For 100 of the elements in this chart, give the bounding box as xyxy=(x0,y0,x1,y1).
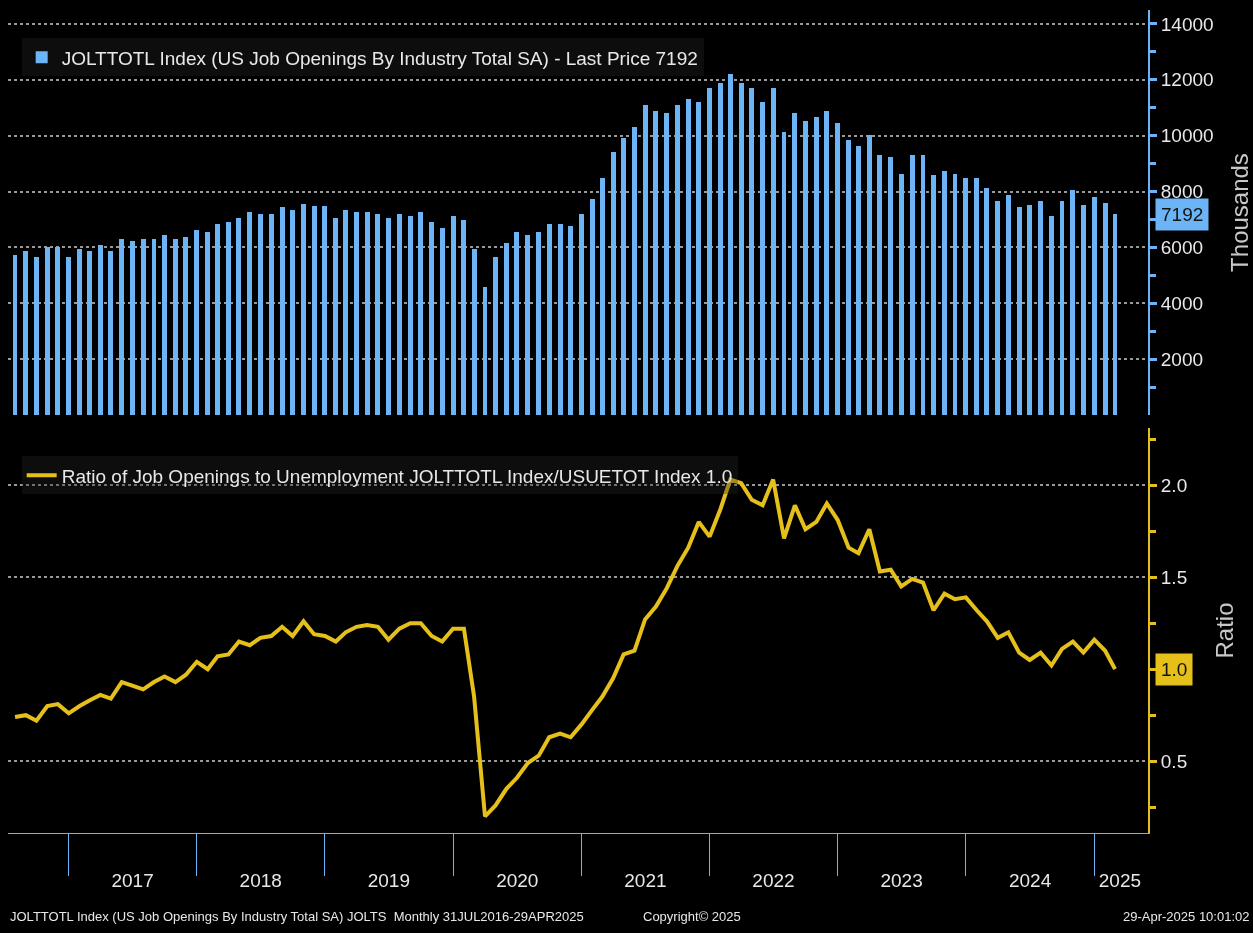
text: Copyright© 2025 xyxy=(643,909,741,924)
y-tick-label: 1.5 xyxy=(1160,566,1188,588)
y-tick-label: 12000 xyxy=(1160,69,1214,91)
bar xyxy=(55,247,61,415)
bar xyxy=(77,248,83,415)
bar xyxy=(909,154,915,415)
bar xyxy=(1070,190,1076,415)
x-tick-label: 2017 xyxy=(111,869,154,891)
bar xyxy=(931,175,936,415)
x-tick-label: 2021 xyxy=(624,869,667,891)
bar xyxy=(525,234,531,415)
bar xyxy=(450,215,456,415)
bar xyxy=(205,232,211,415)
bar xyxy=(685,99,691,415)
bar xyxy=(621,138,627,415)
y-tick-label: 10000 xyxy=(1160,125,1214,147)
bar xyxy=(1102,203,1108,415)
bar xyxy=(375,213,381,415)
bar xyxy=(461,220,467,415)
y-tick-label: 14000 xyxy=(1160,13,1214,35)
bar xyxy=(963,177,969,415)
bar xyxy=(322,205,328,415)
bar xyxy=(183,236,189,415)
bar xyxy=(290,209,296,415)
bar xyxy=(760,102,766,415)
legend-label: JOLTTOTL Index (US Job Openings By Industry Total SA) - Last Price 7192 xyxy=(61,47,698,69)
bar xyxy=(119,238,125,415)
bar xyxy=(995,200,1001,415)
bar xyxy=(418,211,424,415)
x-tick-label: 2022 xyxy=(752,869,795,891)
bar xyxy=(653,110,659,415)
bar xyxy=(770,88,776,415)
bar xyxy=(610,152,616,415)
x-tick-label: 2019 xyxy=(367,869,410,891)
y-tick-label: 2.0 xyxy=(1160,474,1188,496)
bar xyxy=(225,221,231,415)
bar xyxy=(642,104,648,415)
x-tick-label: 2024 xyxy=(1008,869,1052,891)
bar xyxy=(162,234,167,415)
text: JOLTTOTL Index (US Job Openings By Industry Total SA) JOLTS Monthly 31JUL2016-29APR2025 xyxy=(10,909,584,924)
bar xyxy=(33,257,39,415)
bar xyxy=(568,225,574,415)
y-tick-label: 6000 xyxy=(1160,237,1204,259)
text: 7192 xyxy=(1161,204,1204,225)
bar xyxy=(354,211,359,415)
bar xyxy=(311,205,317,415)
y-axis-title: Ratio xyxy=(1211,602,1239,659)
bar xyxy=(632,127,637,415)
bar xyxy=(866,135,872,415)
bar xyxy=(696,102,702,415)
bar xyxy=(1080,204,1086,415)
y-tick-label: 8000 xyxy=(1160,181,1204,203)
legend-label: Ratio of Job Openings to Unemployment JOLTTOTL Index/USUETOT Index 1.0 xyxy=(61,465,733,487)
bar xyxy=(877,154,883,415)
bar xyxy=(439,228,445,415)
bar xyxy=(898,173,904,415)
bar xyxy=(194,230,200,415)
bar xyxy=(1091,196,1097,415)
bar xyxy=(835,123,841,415)
bar xyxy=(129,240,135,415)
bar xyxy=(66,257,72,415)
bar xyxy=(23,251,29,415)
bar xyxy=(718,82,723,415)
bar xyxy=(589,199,595,415)
bar xyxy=(333,217,339,415)
bar xyxy=(386,217,391,415)
bar xyxy=(846,140,852,415)
bar xyxy=(44,247,50,415)
bar xyxy=(343,209,349,415)
y-tick-label: 0.5 xyxy=(1160,750,1188,772)
bar xyxy=(941,171,947,415)
bar xyxy=(824,111,830,415)
bar xyxy=(557,223,563,415)
bar xyxy=(301,203,306,415)
bar xyxy=(172,238,178,415)
bar xyxy=(813,116,819,415)
bar xyxy=(108,251,114,415)
bar xyxy=(664,113,670,415)
bar xyxy=(471,248,477,415)
x-tick-label: 2023 xyxy=(880,869,923,891)
bar xyxy=(493,257,498,415)
bar xyxy=(1038,200,1044,415)
y-tick-label: 4000 xyxy=(1160,292,1204,314)
text: 29-Apr-2025 10:01:02 xyxy=(1123,909,1250,924)
x-tick-label: 2020 xyxy=(496,869,539,891)
bar xyxy=(536,232,542,415)
bar xyxy=(97,245,103,415)
bar xyxy=(546,223,552,415)
y-tick-label: 2000 xyxy=(1160,348,1204,370)
bar xyxy=(503,242,509,415)
bar xyxy=(984,188,990,415)
bar xyxy=(86,251,92,415)
bar xyxy=(727,74,733,415)
x-tick-label: 2018 xyxy=(239,869,282,891)
bar xyxy=(140,238,146,415)
bar xyxy=(1027,204,1033,415)
bar xyxy=(1005,194,1011,415)
bar xyxy=(268,213,274,415)
bar xyxy=(514,232,520,415)
bar xyxy=(247,211,253,415)
